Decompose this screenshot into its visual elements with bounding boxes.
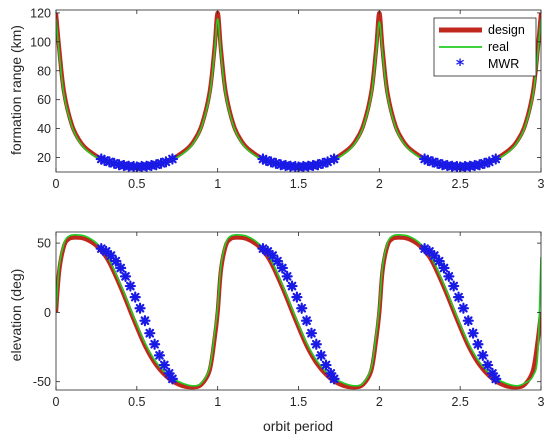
- elevation-mwr-point: [438, 262, 450, 274]
- range-xtick-label: 1: [214, 177, 221, 191]
- elevation-mwr-point: [262, 245, 274, 258]
- legend: design real * MWR: [433, 17, 537, 77]
- elevation-mwr-point: [144, 327, 156, 339]
- elevation-mwr-point: [328, 373, 340, 385]
- elevation-mwr-point: [477, 349, 489, 361]
- elevation-mwr-point: [490, 373, 502, 385]
- range-xtick-label: 2: [376, 177, 383, 191]
- elevation-real-line: [56, 233, 541, 387]
- elevation-data-layer: [56, 233, 541, 390]
- elevation-mwr-point: [166, 373, 178, 385]
- elevation-mwr-point: [271, 255, 284, 267]
- range-ytick-label: 120: [30, 6, 51, 20]
- range-subplot: formation range (km) 0 0.5 1 1.5 2 2.5 3 20 40 60…: [8, 6, 545, 191]
- elevation-mwr-point: [119, 270, 132, 282]
- range-xtick-label: 3: [538, 177, 545, 191]
- elevation-mwr-point: [110, 255, 122, 267]
- elevation-mwr-point: [482, 359, 494, 371]
- elevation-mwr-point: [153, 349, 166, 361]
- elevation-mwr-point: [452, 291, 465, 303]
- elevation-mwr-point: [286, 280, 298, 292]
- elevation-ytick-label: 0: [44, 306, 51, 320]
- elevation-mwr-point: [462, 315, 474, 327]
- elevation-mwr-point: [276, 262, 288, 274]
- legend-design-label: design: [488, 23, 525, 37]
- elevation-xlabel: orbit period: [263, 418, 333, 434]
- elevation-ytick-label: -50: [33, 375, 51, 389]
- range-mwr-point: [166, 153, 178, 165]
- elevation-mwr-point: [291, 291, 303, 303]
- range-ylabel: formation range (km): [8, 25, 24, 155]
- range-xtick-label: 0: [53, 177, 60, 191]
- legend-mwr-marker: *: [456, 55, 465, 74]
- elevation-mwr-point: [443, 270, 455, 282]
- range-ytick-label: 40: [37, 122, 51, 136]
- elevation-mwr-point: [320, 359, 332, 371]
- elevation-mwr-point: [158, 359, 170, 371]
- elevation-mwr-point: [115, 262, 127, 274]
- elevation-mwr-point: [129, 291, 141, 303]
- elevation-mwr-point: [281, 270, 293, 282]
- elevation-mwr-point: [472, 338, 484, 350]
- elevation-xtick-label: 0: [53, 395, 60, 409]
- elevation-mwr-point: [134, 302, 146, 314]
- range-ytick-label: 60: [37, 93, 51, 107]
- elevation-mwr-point: [310, 338, 322, 350]
- range-mwr-point: [328, 153, 340, 165]
- range-mwr-point: [490, 153, 502, 165]
- elevation-mwr-point: [124, 280, 136, 292]
- elevation-xtick-label: 2.5: [451, 395, 468, 409]
- range-data-layer: [56, 10, 541, 172]
- elevation-mwr-point: [448, 280, 460, 292]
- legend-real-label: real: [488, 40, 509, 54]
- range-ytick-label: 20: [37, 151, 51, 165]
- elevation-design-line: [56, 235, 541, 390]
- elevation-xtick-label: 3: [538, 395, 545, 409]
- elevation-mwr-point: [300, 315, 313, 327]
- elevation-ylabel: elevation (deg): [8, 269, 24, 362]
- range-ytick-label: 100: [30, 35, 51, 49]
- elevation-mwr-point: [139, 315, 151, 327]
- elevation-mwr-point: [100, 245, 112, 258]
- elevation-ytick-label: 50: [37, 237, 51, 251]
- range-xtick-label: 0.5: [128, 177, 145, 191]
- elevation-mwr-point: [467, 327, 479, 339]
- elevation-mwr-point: [423, 245, 436, 258]
- elevation-subplot: elevation (deg) orbit period 0 0.5 1 1.5 2 2.…: [8, 231, 545, 434]
- elevation-mwr-point: [315, 349, 327, 361]
- elevation-mwr-point: [433, 255, 445, 267]
- elevation-xtick-label: 1: [214, 395, 221, 409]
- elevation-xtick-label: 1.5: [290, 395, 307, 409]
- range-ytick-label: 80: [37, 64, 51, 78]
- elevation-mwr-point: [149, 338, 161, 350]
- range-xtick-label: 1.5: [290, 177, 307, 191]
- range-xtick-label: 2.5: [451, 177, 468, 191]
- elevation-mwr-point: [457, 302, 469, 314]
- elevation-xtick-label: 0.5: [128, 395, 145, 409]
- elevation-mwr-point: [305, 327, 318, 339]
- legend-mwr-label: MWR: [488, 57, 519, 71]
- elevation-xtick-label: 2: [376, 395, 383, 409]
- elevation-mwr-point: [296, 302, 308, 314]
